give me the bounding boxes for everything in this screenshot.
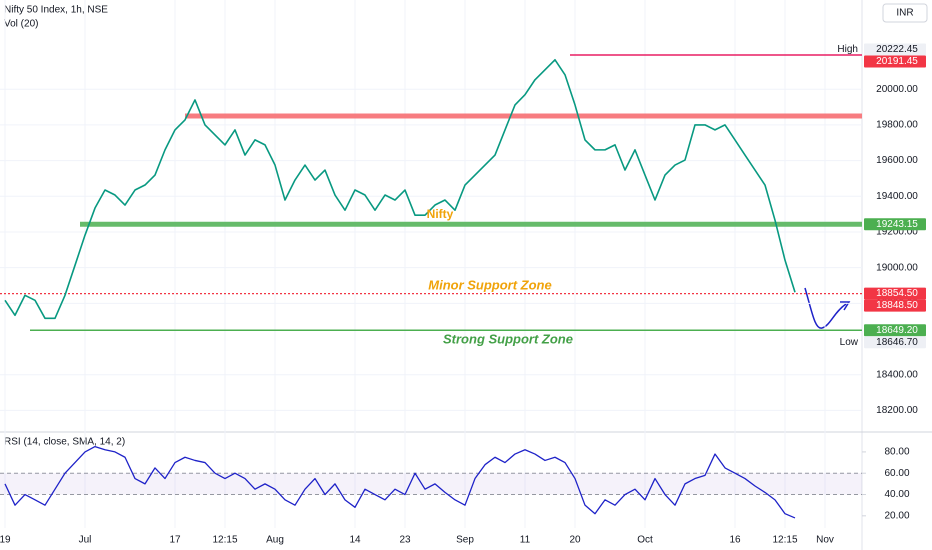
y-tick-label: 20.00 <box>884 510 909 521</box>
y-tick-label: 19800.00 <box>876 120 918 131</box>
y-tick-label: 19400.00 <box>876 191 918 202</box>
rsi-band <box>0 473 862 495</box>
y-tick-label: 19200.00 <box>876 227 918 238</box>
y-tick-label: 60.00 <box>884 468 909 479</box>
x-tick-label: 20 <box>569 535 581 546</box>
price-line <box>4 58 796 320</box>
rsi-title: RSI (14, close, SMA, 14, 2) <box>4 437 125 448</box>
price-tag-caption: Low <box>840 337 859 348</box>
x-tick-label: 11 <box>520 535 531 546</box>
price-tag-label: 18649.20 <box>876 325 918 336</box>
currency-box[interactable] <box>882 3 928 23</box>
annotation: Strong Support Zone <box>443 331 573 346</box>
x-tick-label: 17 <box>169 535 181 546</box>
currency[interactable]: INR <box>896 8 913 19</box>
x-tick-label: Aug <box>266 535 284 546</box>
price-tag-label: 20191.45 <box>876 56 918 67</box>
y-tick-label: 19600.00 <box>876 155 918 166</box>
price-tag <box>864 43 926 56</box>
y-tick-label: 20000.00 <box>876 84 918 95</box>
x-tick-label: 14 <box>349 535 361 546</box>
x-tick-label: Jul <box>79 535 92 546</box>
price-tag <box>864 324 926 337</box>
price-tag-label: 18646.70 <box>876 337 918 348</box>
y-tick-label: 18400.00 <box>876 369 918 380</box>
price-tag-label: 18854.50 <box>876 288 918 299</box>
price-tag-label: 20222.45 <box>876 44 918 55</box>
x-tick-label: Nov <box>816 535 834 546</box>
price-tag <box>864 218 926 231</box>
chart-title: Nifty 50 Index, 1h, NSE <box>4 5 108 16</box>
x-tick-label: 16 <box>729 535 741 546</box>
annotation: Nifty <box>427 207 454 221</box>
price-tag-caption: High <box>837 44 858 55</box>
price-tag <box>864 299 926 312</box>
projection-arrow <box>840 301 851 311</box>
projection-curve <box>804 287 847 329</box>
price-tag-label: 18848.50 <box>876 300 918 311</box>
price-tag <box>864 287 926 300</box>
x-tick-label: Sep <box>456 535 474 546</box>
x-tick-label: Oct <box>637 535 653 546</box>
price-tag <box>864 55 926 68</box>
volume-label: Vol (20) <box>4 19 38 30</box>
x-tick-label: 23 <box>399 535 411 546</box>
x-tick-label: 12:15 <box>212 535 237 546</box>
y-tick-label: 40.00 <box>884 489 909 500</box>
x-tick-label: 12:15 <box>772 535 797 546</box>
price-tag-label: 19243.15 <box>876 219 918 230</box>
price-tag <box>864 336 926 349</box>
rsi-line <box>4 445 796 519</box>
y-tick-label: 18200.00 <box>876 405 918 416</box>
x-tick-label: 19 <box>0 535 11 546</box>
y-tick-label: 80.00 <box>884 447 909 458</box>
y-tick-label: 19000.00 <box>876 262 918 273</box>
annotation: Minor Support Zone <box>428 277 551 292</box>
